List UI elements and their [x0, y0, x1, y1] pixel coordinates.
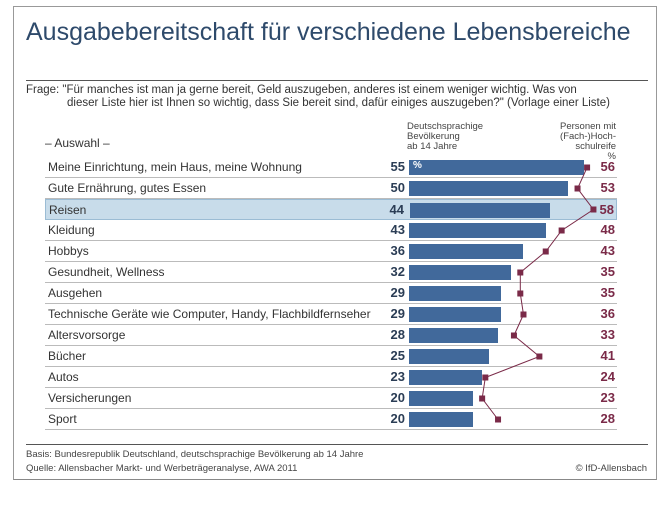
category-label: Versicherungen [48, 391, 132, 405]
bar [409, 265, 511, 280]
category-label: Meine Einrichtung, mein Haus, meine Wohn… [48, 160, 302, 174]
category-label: Bücher [48, 349, 87, 363]
bar [409, 307, 502, 322]
series-2-legend: Personen mit (Fach-)Hoch- schulreife % [560, 122, 616, 162]
series-2-value-label: 43 [600, 243, 615, 258]
bar [409, 412, 473, 427]
bar [409, 223, 546, 238]
series-2-value-label: 56 [600, 159, 615, 174]
legend-line: ab 14 Jahre [407, 141, 458, 152]
table-row: Meine Einrichtung, mein Haus, meine Wohn… [45, 157, 617, 178]
bar [409, 286, 502, 301]
category-label: Sport [48, 412, 77, 426]
legend-line: (Fach-)Hoch- [560, 131, 616, 142]
series-2-value-label: 24 [600, 369, 615, 384]
question-line-2: dieser Liste hier ist Ihnen so wichtig, … [67, 97, 610, 109]
series-1-value-label: 20 [390, 390, 405, 405]
table-row: Hobbys 36 43 [45, 241, 617, 262]
table-row: Sport 20 28 [45, 409, 617, 430]
series-1-value-label: 43 [390, 222, 405, 237]
bar [409, 244, 524, 259]
bar [409, 160, 584, 175]
bar [409, 328, 499, 343]
series-2-value-label: 35 [600, 264, 615, 279]
footer-copyright: © IfD-Allensbach [575, 463, 647, 474]
series-1-value-label: 29 [390, 306, 405, 321]
category-label: Kleidung [48, 223, 95, 237]
series-2-value-label: 36 [600, 306, 615, 321]
title-text: Ausgabebereitschaft für verschiedene Leb… [26, 18, 631, 46]
category-header: – Auswahl – [45, 136, 110, 150]
series-2-value-label: 58 [599, 202, 614, 217]
series-1-legend: Deutschsprachige Bevölkerung ab 14 Jahre [407, 122, 483, 152]
legend-line: Bevölkerung [407, 131, 460, 142]
footer-divider [26, 444, 648, 445]
category-label: Ausgehen [48, 286, 103, 300]
series-1-value-label: 25 [390, 348, 405, 363]
table-row: Kleidung 43 48 [45, 220, 617, 241]
title-divider [26, 80, 648, 81]
question-text: Frage: "Für manches ist man ja gerne ber… [26, 84, 656, 110]
category-label: Gute Ernährung, gutes Essen [48, 181, 207, 195]
footer-source: Quelle: Allensbacher Markt- und Werbeträ… [26, 463, 298, 474]
bar [409, 370, 483, 385]
category-label: Altersvorsorge [48, 328, 126, 342]
category-label: Autos [48, 370, 79, 384]
legend-line: schulreife [575, 141, 616, 152]
table-row: Bücher 25 41 [45, 346, 617, 367]
series-2-value-label: 28 [600, 411, 615, 426]
footer-basis: Basis: Bundesrepublik Deutschland, deuts… [26, 449, 364, 460]
bar [409, 349, 489, 364]
series-2-value-label: 48 [600, 222, 615, 237]
category-label: Reisen [49, 203, 87, 217]
series-1-value-label: 36 [390, 243, 405, 258]
series-1-value-label: 28 [390, 327, 405, 342]
unit-label: % [413, 160, 422, 171]
table-row: Gesundheit, Wellness 32 35 [45, 262, 617, 283]
series-2-value-label: 33 [600, 327, 615, 342]
category-label: Gesundheit, Wellness [48, 265, 165, 279]
series-2-value-label: 41 [600, 348, 615, 363]
table-row: Technische Geräte wie Computer, Handy, F… [45, 304, 617, 325]
series-1-value-label: 55 [390, 159, 405, 174]
table-row: Versicherungen 20 23 [45, 388, 617, 409]
series-2-value-label: 23 [600, 390, 615, 405]
bar [409, 181, 568, 196]
legend-line: % [607, 151, 616, 162]
legend-line: Personen mit [560, 121, 616, 132]
table-row: Gute Ernährung, gutes Essen 50 53 [45, 178, 617, 199]
bar [409, 391, 473, 406]
legend-line: Deutschsprachige [407, 121, 484, 132]
bar [410, 203, 550, 218]
series-2-value-label: 53 [600, 180, 615, 195]
series-1-value-label: 44 [389, 202, 404, 217]
chart-frame [13, 6, 657, 480]
series-2-value-label: 35 [600, 285, 615, 300]
series-1-value-label: 32 [390, 264, 405, 279]
series-1-value-label: 20 [390, 411, 405, 426]
table-row: Reisen 44 58 [45, 199, 617, 220]
table-row: Autos 23 24 [45, 367, 617, 388]
question-line-1: Frage: "Für manches ist man ja gerne ber… [26, 84, 577, 96]
category-label: Technische Geräte wie Computer, Handy, F… [48, 307, 371, 321]
table-row: Altersvorsorge 28 33 [45, 325, 617, 346]
series-1-value-label: 50 [390, 180, 405, 195]
series-1-value-label: 29 [390, 285, 405, 300]
chart-title: Ausgabebereitschaft für verschiedene Leb… [26, 18, 631, 46]
series-1-value-label: 23 [390, 369, 405, 384]
category-label: Hobbys [48, 244, 89, 258]
table-row: Ausgehen 29 35 [45, 283, 617, 304]
